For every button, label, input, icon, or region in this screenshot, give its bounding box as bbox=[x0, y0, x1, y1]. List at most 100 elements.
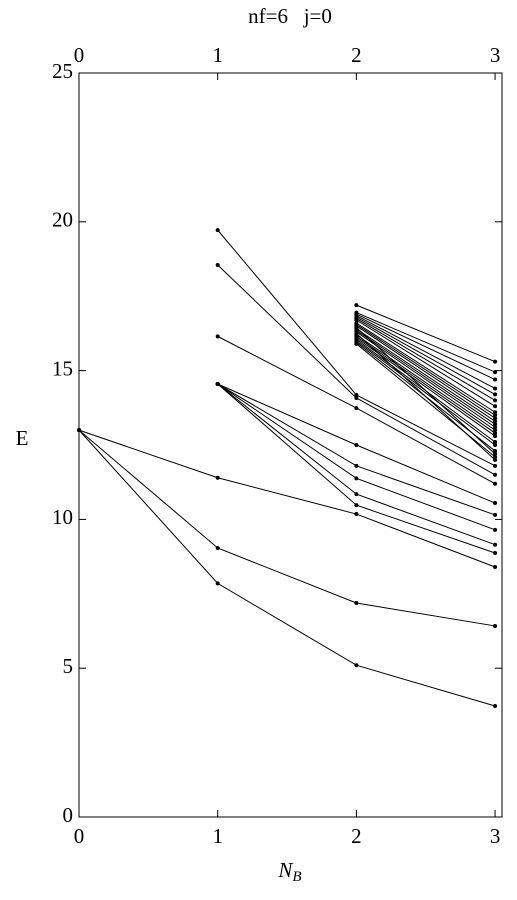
data-point bbox=[215, 381, 220, 386]
data-point bbox=[354, 331, 359, 336]
x-top-tick-label: 2 bbox=[351, 43, 362, 67]
data-point bbox=[354, 341, 359, 346]
chart-title: nf=6 j=0 bbox=[248, 4, 332, 28]
data-point bbox=[493, 404, 498, 409]
data-point bbox=[493, 551, 498, 556]
series-line bbox=[356, 340, 496, 446]
data-point bbox=[354, 303, 359, 308]
x-top-tick-label: 0 bbox=[74, 43, 85, 67]
series-line bbox=[356, 312, 496, 373]
data-point bbox=[493, 425, 498, 430]
data-point bbox=[493, 434, 498, 439]
series-line bbox=[356, 304, 496, 363]
x-tick-label: 3 bbox=[490, 824, 501, 848]
data-point bbox=[493, 419, 498, 424]
plot-frame bbox=[78, 72, 503, 818]
series-line bbox=[356, 330, 496, 425]
series-line bbox=[78, 429, 496, 707]
x-axis-label-subscript: B bbox=[292, 869, 301, 885]
data-point bbox=[354, 663, 359, 668]
series-line bbox=[356, 316, 496, 395]
data-point bbox=[493, 472, 498, 477]
series-line bbox=[78, 429, 496, 627]
x-axis-label: NB bbox=[277, 858, 301, 886]
data-point bbox=[493, 454, 498, 459]
y-tick-label: 10 bbox=[52, 505, 73, 529]
series-line bbox=[356, 319, 496, 407]
series-line bbox=[356, 318, 496, 401]
data-point bbox=[215, 334, 220, 339]
x-axis-label-main: N bbox=[277, 858, 293, 882]
data-point bbox=[354, 393, 359, 398]
x-tick-label: 2 bbox=[351, 824, 362, 848]
data-point bbox=[493, 703, 498, 708]
data-point bbox=[215, 545, 220, 550]
y-axis-label: E bbox=[16, 426, 29, 450]
data-point bbox=[493, 422, 498, 427]
x-top-tick-label: 3 bbox=[490, 43, 501, 67]
data-point bbox=[493, 410, 498, 415]
x-tick-label: 1 bbox=[212, 824, 223, 848]
data-point bbox=[493, 413, 498, 418]
y-tick-label: 5 bbox=[63, 654, 74, 678]
data-point bbox=[354, 601, 359, 606]
data-point bbox=[493, 370, 498, 375]
data-point bbox=[493, 457, 498, 462]
data-point bbox=[493, 512, 498, 517]
data-point bbox=[354, 325, 359, 330]
data-point bbox=[215, 581, 220, 586]
data-point bbox=[354, 463, 359, 468]
data-point bbox=[493, 416, 498, 421]
series-line bbox=[356, 343, 496, 458]
data-point bbox=[215, 475, 220, 480]
series-line bbox=[356, 331, 496, 428]
series-line bbox=[356, 315, 496, 389]
y-tick-label: 0 bbox=[63, 803, 74, 827]
data-point bbox=[215, 262, 220, 267]
x-tick-label: 0 bbox=[74, 824, 85, 848]
data-point bbox=[354, 318, 359, 323]
series-line bbox=[356, 334, 496, 431]
data-point bbox=[493, 448, 498, 453]
series-line bbox=[356, 324, 496, 416]
series-line bbox=[356, 335, 496, 434]
data-point bbox=[354, 492, 359, 497]
data-point bbox=[77, 428, 81, 433]
data-point bbox=[354, 395, 359, 400]
data-point bbox=[493, 527, 498, 532]
data-point bbox=[354, 512, 359, 517]
data-point bbox=[493, 398, 498, 403]
data-point bbox=[493, 428, 498, 433]
data-point bbox=[354, 476, 359, 481]
data-point bbox=[493, 386, 498, 391]
series-line bbox=[356, 327, 496, 455]
data-point bbox=[493, 377, 498, 382]
y-tick-label: 15 bbox=[52, 356, 73, 380]
series-line bbox=[356, 322, 496, 413]
data-point bbox=[493, 451, 498, 456]
data-point bbox=[493, 443, 498, 447]
data-point bbox=[493, 392, 498, 397]
data-point bbox=[354, 503, 359, 508]
data-point bbox=[354, 443, 359, 447]
y-tick-label: 25 bbox=[52, 59, 73, 83]
y-tick-label: 20 bbox=[52, 208, 73, 232]
data-point bbox=[493, 431, 498, 436]
data-point bbox=[493, 542, 498, 547]
data-point bbox=[493, 440, 498, 445]
series-line bbox=[356, 313, 496, 380]
x-top-tick-label: 1 bbox=[212, 43, 223, 67]
data-point bbox=[215, 228, 220, 233]
series-line bbox=[356, 333, 496, 461]
data-point bbox=[493, 501, 498, 506]
series-line bbox=[217, 229, 496, 467]
series-line bbox=[217, 383, 496, 531]
data-point bbox=[493, 565, 498, 570]
series-line bbox=[356, 325, 496, 419]
data-point bbox=[493, 463, 498, 468]
series-line bbox=[78, 429, 496, 568]
data-point bbox=[354, 406, 359, 411]
series-line bbox=[356, 328, 496, 422]
